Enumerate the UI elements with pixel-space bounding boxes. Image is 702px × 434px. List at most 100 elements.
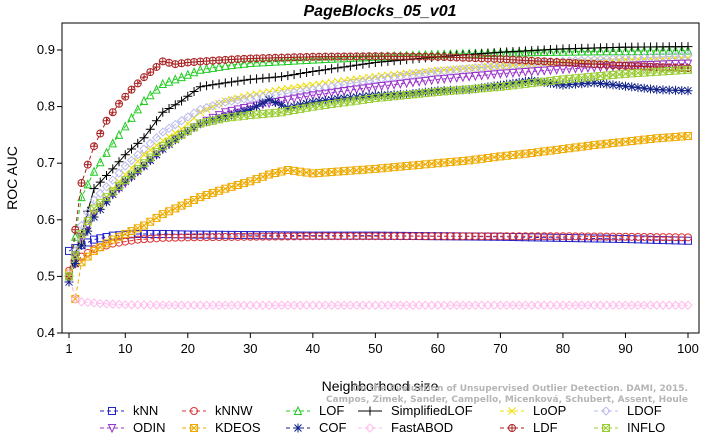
data-point: [527, 47, 536, 57]
data-point: [89, 195, 99, 205]
data-point: [608, 232, 617, 241]
data-point: [102, 193, 111, 202]
data-point: [164, 139, 174, 149]
legend-item-ldof: LDOF: [594, 403, 662, 418]
data-point: [314, 96, 324, 106]
legend-swatch-marker: [190, 407, 198, 415]
data-point: [196, 64, 205, 74]
data-point: [145, 90, 155, 100]
data-point: [189, 108, 199, 118]
data-point: [383, 300, 393, 310]
data-point: [371, 82, 380, 92]
data-point: [502, 232, 511, 241]
data-point: [533, 232, 542, 241]
data-point: [433, 300, 443, 310]
data-point: [289, 300, 299, 310]
data-point: [464, 72, 474, 82]
data-point: [301, 300, 312, 310]
data-point: [271, 232, 280, 241]
data-point: [239, 75, 249, 85]
data-point: [283, 232, 292, 241]
legend-swatch-marker: [601, 406, 611, 416]
data-point: [502, 79, 512, 89]
data-point: [264, 73, 274, 83]
data-point: [501, 300, 512, 310]
data-point: [333, 232, 342, 241]
data-point: [171, 233, 180, 242]
data-point: [627, 82, 637, 92]
data-point: [564, 80, 574, 90]
data-point: [614, 81, 624, 91]
data-point: [320, 300, 331, 310]
data-point: [408, 88, 418, 98]
data-point: [402, 232, 411, 241]
data-point: [645, 84, 655, 94]
data-point: [527, 76, 537, 86]
data-point: [684, 236, 692, 245]
data-point: [114, 299, 124, 310]
data-point: [190, 233, 199, 242]
data-point: [333, 53, 343, 63]
data-point: [427, 76, 436, 86]
x-tick-label: 50: [368, 341, 382, 356]
data-point: [196, 233, 205, 242]
data-point: [151, 133, 162, 143]
data-point: [102, 116, 111, 125]
data-point: [583, 78, 593, 88]
data-point: [396, 79, 405, 90]
data-point: [433, 232, 442, 241]
data-point: [539, 66, 549, 76]
data-point: [108, 164, 118, 174]
series-line: [68, 50, 688, 277]
data-point: [227, 106, 236, 117]
data-point: [220, 300, 231, 310]
data-point: [283, 95, 293, 105]
data-point: [139, 144, 149, 154]
data-point: [252, 232, 261, 241]
data-point: [120, 121, 130, 131]
data-point: [476, 300, 487, 310]
data-point: [521, 47, 530, 57]
data-point: [221, 184, 230, 193]
data-point: [83, 297, 93, 308]
data-point: [133, 104, 143, 114]
data-point: [583, 300, 593, 310]
data-point: [152, 62, 161, 71]
x-axis-title: Neighborhood size: [322, 378, 439, 394]
data-point: [458, 300, 468, 310]
legend-swatch-marker: [365, 406, 375, 416]
data-point: [165, 58, 174, 67]
data-point: [621, 232, 630, 241]
data-point: [152, 150, 162, 160]
data-point: [539, 46, 549, 57]
data-point: [671, 233, 680, 242]
data-point: [70, 259, 80, 269]
data-point: [370, 90, 380, 100]
data-point: [615, 232, 624, 241]
data-point: [245, 74, 255, 84]
data-point: [308, 300, 318, 310]
data-point: [158, 57, 167, 66]
data-point: [152, 84, 161, 94]
data-point: [202, 233, 211, 242]
data-point: [152, 229, 161, 238]
data-point: [677, 236, 686, 245]
data-point: [127, 144, 137, 154]
data-point: [108, 138, 118, 148]
data-point: [451, 300, 462, 310]
data-point: [508, 78, 518, 88]
series-line: [68, 273, 688, 306]
data-point: [526, 300, 537, 310]
data-point: [677, 300, 687, 310]
data-point: [226, 300, 237, 310]
legend-item-lof: LOF: [286, 403, 344, 418]
data-point: [89, 184, 99, 194]
data-point: [514, 77, 524, 87]
data-point: [346, 232, 355, 241]
data-point: [396, 232, 405, 241]
data-point: [502, 69, 511, 79]
legend-label: COF: [319, 420, 347, 434]
data-point: [114, 183, 124, 193]
data-point: [670, 85, 680, 95]
x-tick-label: 1: [65, 341, 72, 356]
